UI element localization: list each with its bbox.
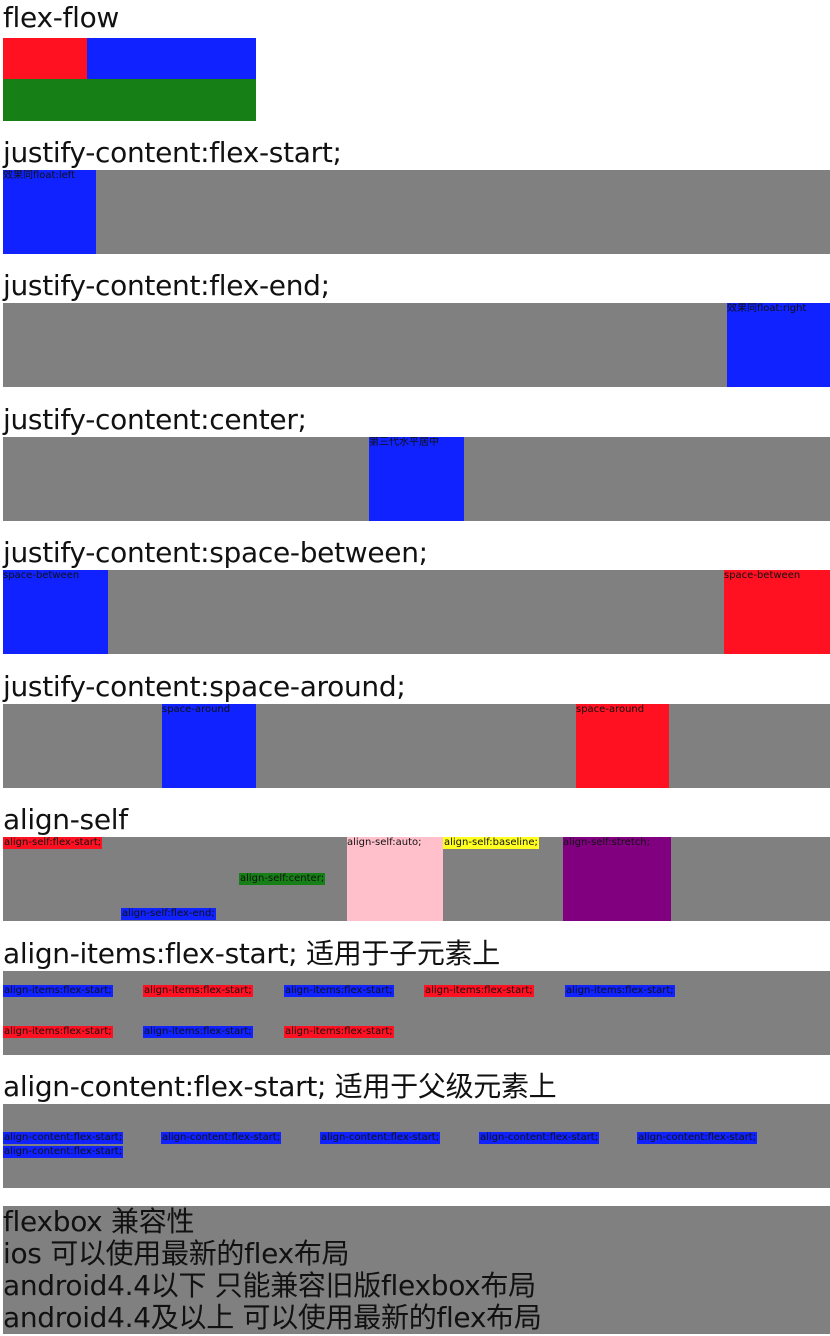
align-self-container: align-self:flex-start; align-self:center… [3, 837, 830, 921]
flex-end-item: 效果同float:right [727, 303, 830, 387]
section-title-flex-end: justify-content:flex-end; [3, 269, 330, 302]
align-self-stretch-item: align-self:stretch; [563, 837, 671, 921]
flex-start-item: 效果同float:left [3, 170, 96, 254]
align-items-container: align-items:flex-start; align-items:flex… [3, 971, 830, 1055]
flex-flow-blue-box [87, 38, 256, 79]
space-around-item-second: space-around [576, 704, 669, 788]
space-around-item-first: space-around [162, 704, 256, 788]
compat-line-ios: ios 可以使用最新的flex布局 [3, 1237, 350, 1270]
align-items-item: align-items:flex-start; [143, 985, 253, 997]
space-around-container: space-around space-around [3, 704, 830, 788]
compatibility-notes: flexbox 兼容性 ios 可以使用最新的flex布局 android4.4… [3, 1206, 830, 1334]
space-between-item-first: space-between [3, 570, 108, 654]
align-content-item: align-content:flex-start; [3, 1146, 124, 1158]
align-items-item: align-items:flex-start; [143, 1026, 253, 1038]
align-items-item: align-items:flex-start; [284, 985, 394, 997]
align-items-item: align-items:flex-start; [3, 1026, 113, 1038]
center-container: 第三代水平居中 [3, 437, 830, 521]
align-self-flex-start-item: align-self:flex-start; [3, 837, 103, 849]
align-self-flex-end-item: align-self:flex-end; [121, 908, 216, 920]
align-self-baseline-item: align-self:baseline; [443, 837, 539, 849]
flex-flow-green-box [3, 79, 256, 121]
align-content-item: align-content:flex-start; [637, 1132, 758, 1144]
section-title-flex-start: justify-content:flex-start; [3, 136, 342, 169]
center-item: 第三代水平居中 [369, 437, 464, 521]
section-title-center: justify-content:center; [3, 403, 307, 436]
align-content-container: align-content:flex-start; align-content:… [3, 1104, 830, 1188]
align-content-item: align-content:flex-start; [3, 1132, 124, 1144]
flex-end-container: 效果同float:right [3, 303, 830, 387]
section-title-align-self: align-self [3, 803, 128, 836]
compat-line-android-old: android4.4以下 只能兼容旧版flexbox布局 [3, 1269, 536, 1302]
flex-flow-red-box [3, 38, 87, 79]
align-items-item: align-items:flex-start; [3, 985, 113, 997]
section-title-align-content: align-content:flex-start; 适用于父级元素上 [3, 1070, 557, 1103]
space-between-container: space-between space-between [3, 570, 830, 654]
section-title-space-between: justify-content:space-between; [3, 536, 428, 569]
align-content-item: align-content:flex-start; [479, 1132, 600, 1144]
align-items-item: align-items:flex-start; [284, 1026, 394, 1038]
section-title-space-around: justify-content:space-around; [3, 670, 406, 703]
section-title-align-items: align-items:flex-start; 适用于子元素上 [3, 937, 500, 970]
space-between-item-last: space-between [724, 570, 830, 654]
section-title-flex-flow: flex-flow [3, 1, 120, 34]
flex-start-container: 效果同float:left [3, 170, 830, 254]
align-content-item: align-content:flex-start; [161, 1132, 282, 1144]
align-self-auto-item: align-self:auto; [347, 837, 443, 921]
compat-line-android-new: android4.4及以上 可以使用最新的flex布局 [3, 1301, 542, 1334]
align-content-item: align-content:flex-start; [320, 1132, 441, 1144]
compat-heading: flexbox 兼容性 [3, 1205, 195, 1238]
align-self-center-item: align-self:center; [239, 873, 326, 885]
align-items-item: align-items:flex-start; [424, 985, 534, 997]
align-items-item: align-items:flex-start; [565, 985, 675, 997]
